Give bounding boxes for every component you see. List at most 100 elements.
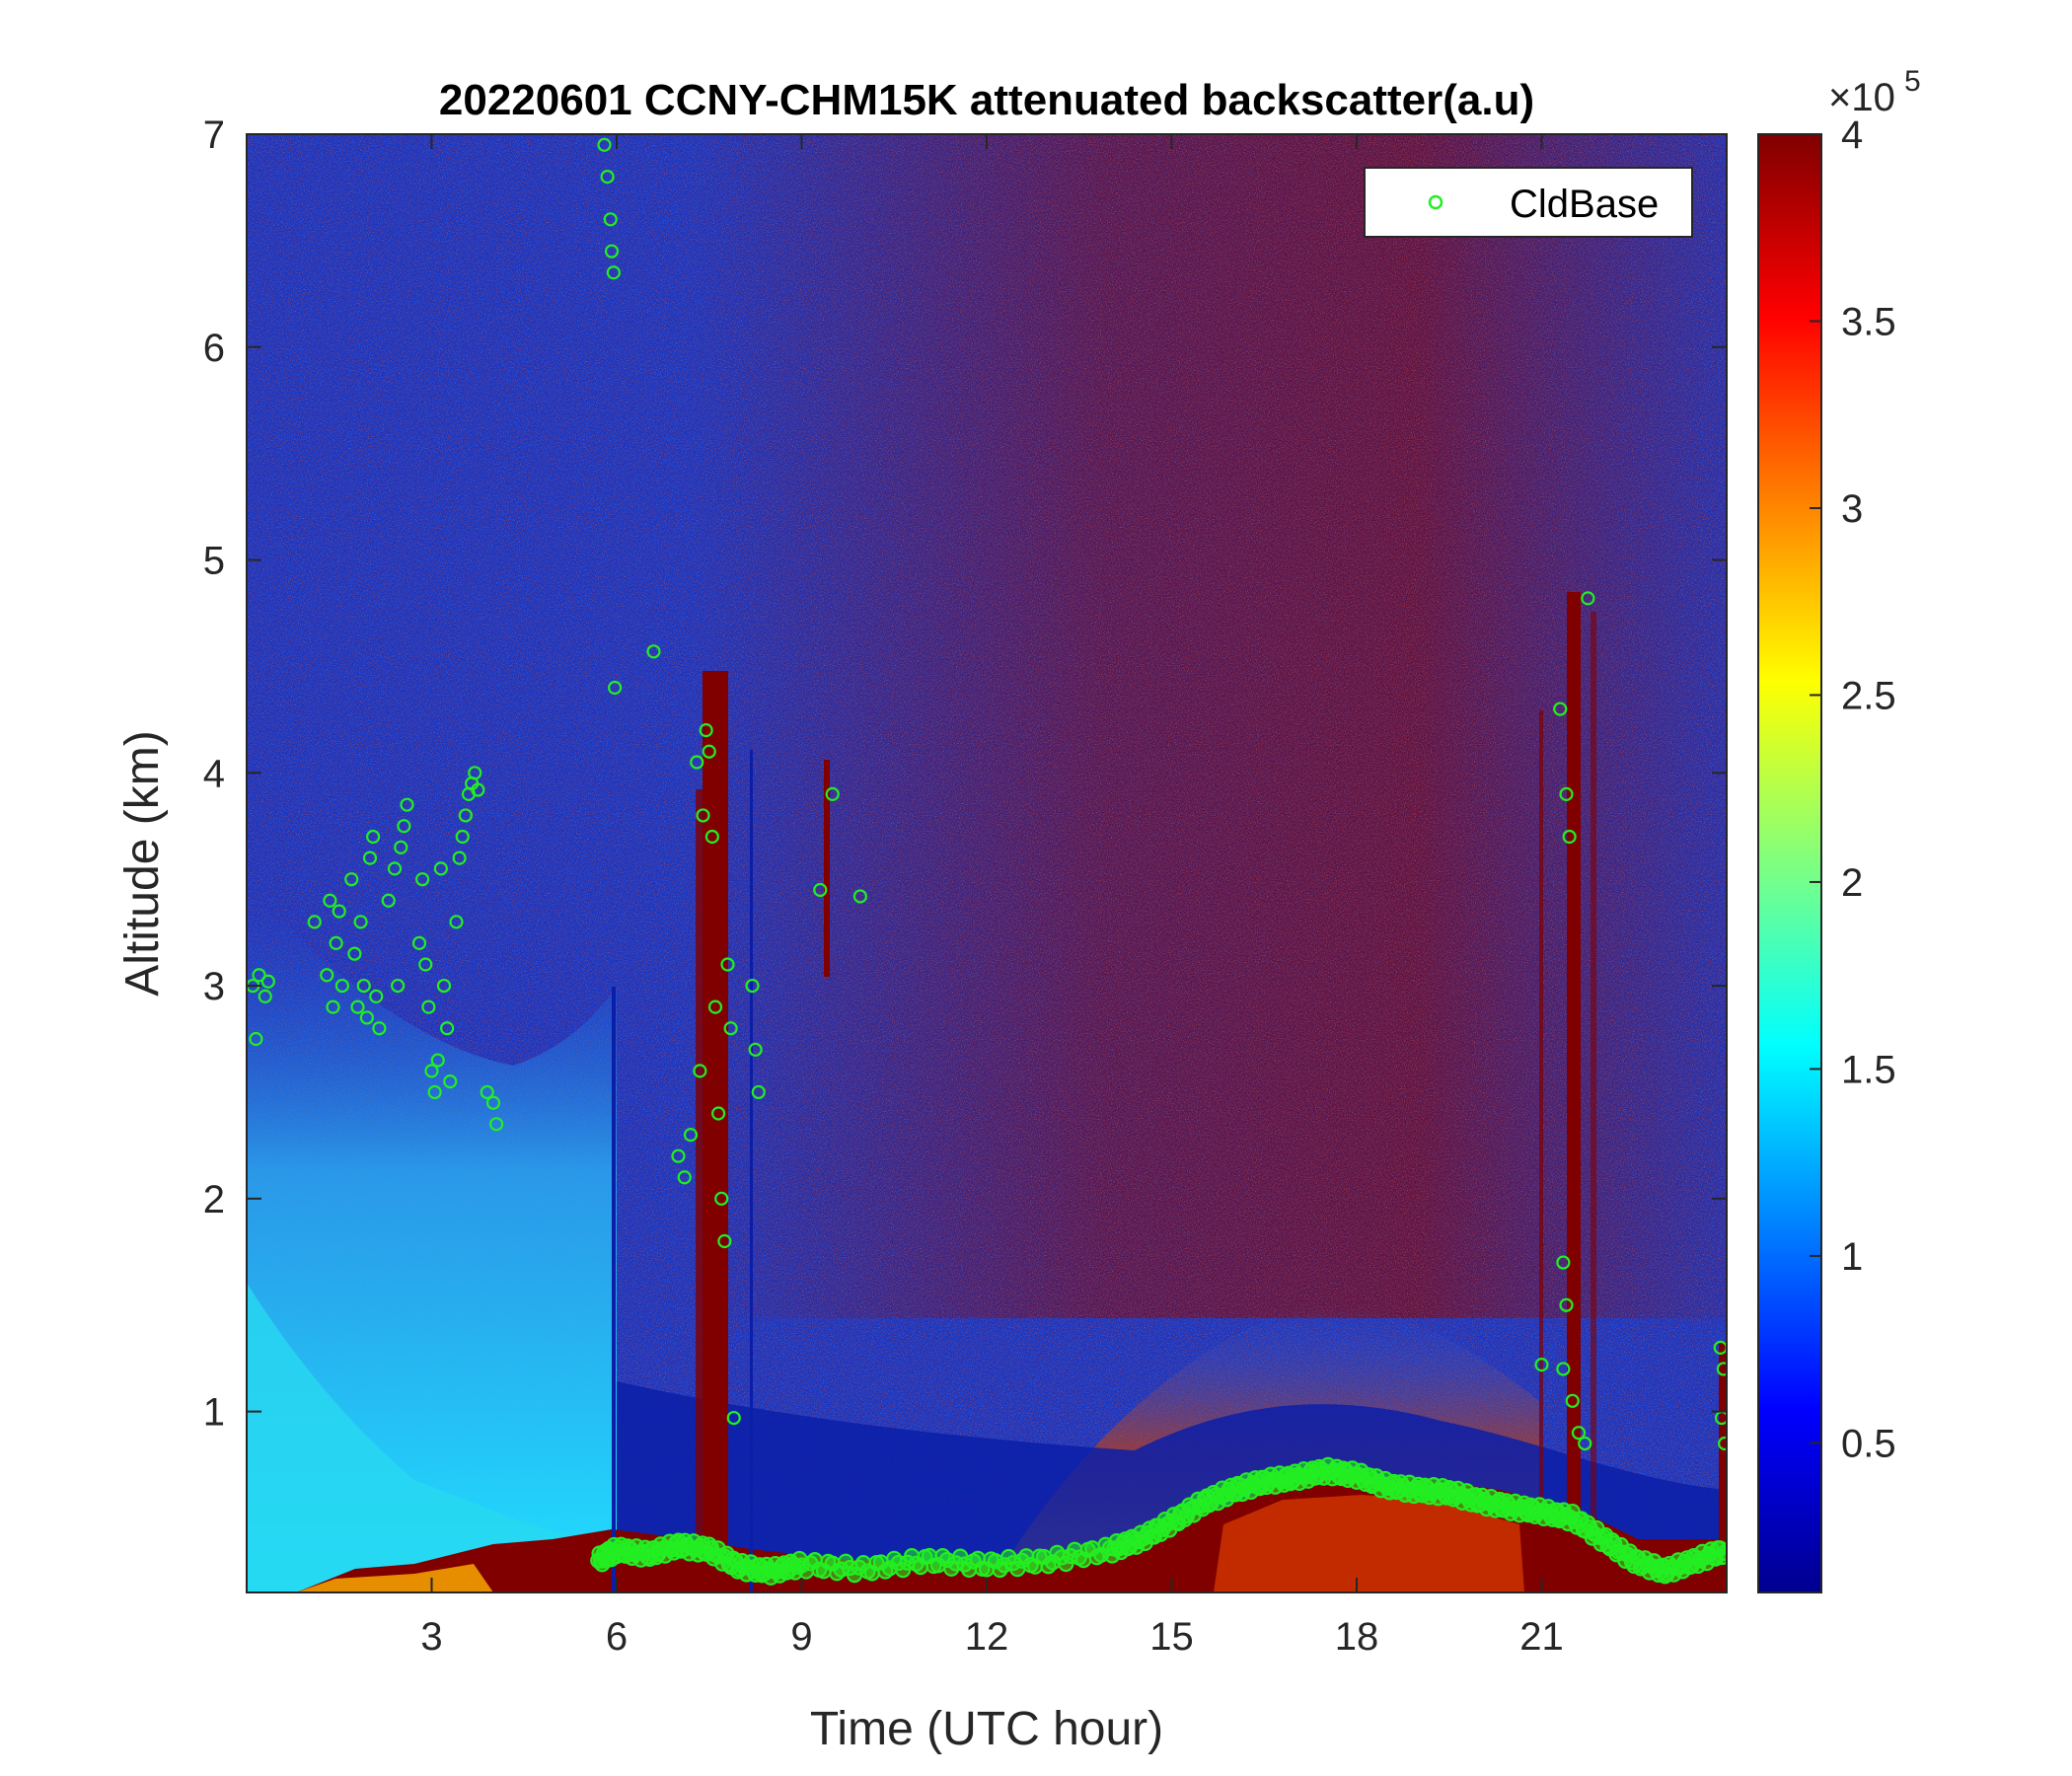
cldbase-point	[443, 1074, 458, 1089]
cldbase-point	[726, 1410, 741, 1426]
cldbase-point	[1716, 1362, 1727, 1376]
cldbase-point	[400, 797, 414, 812]
colorbar-tick-label: 2.5	[1841, 674, 1896, 717]
cldbase-point	[440, 1021, 455, 1036]
cldbase-point	[334, 978, 349, 994]
cldbase-point	[421, 999, 436, 1014]
cldbase-point	[471, 782, 485, 797]
cldbase-point	[690, 755, 704, 770]
colorbar-gradient	[1758, 134, 1821, 1592]
legend-entry-cldbase: CldBase	[1510, 183, 1659, 226]
cldbase-point	[391, 978, 406, 994]
cldbase-point	[745, 978, 760, 994]
colorbar-exponent-base: ×10	[1828, 76, 1895, 119]
cldbase-point	[458, 808, 473, 823]
cldbase-point	[320, 968, 334, 983]
colorbar-tick-label: 1.5	[1841, 1048, 1896, 1091]
cldbase-point	[608, 680, 623, 696]
cldbase-point	[714, 1191, 729, 1206]
cldbase-point	[699, 723, 713, 738]
cldbase-point	[1559, 1297, 1574, 1312]
cldbase-point	[1565, 1393, 1580, 1408]
cldbase-point	[430, 1053, 445, 1068]
colorbar-tick-label: 3	[1841, 487, 1863, 531]
y-tick-label: 7	[203, 113, 225, 157]
cldbase-point	[1716, 1544, 1727, 1562]
cldbase-point	[347, 946, 362, 961]
cldbase-point	[751, 1084, 766, 1100]
cldbase-markers	[247, 137, 1727, 1586]
cldbase-point	[436, 978, 452, 994]
legend: CldBase	[1364, 167, 1693, 238]
cldbase-point	[260, 974, 275, 989]
cldbase-point	[489, 1117, 504, 1132]
cldbase-point	[677, 1170, 692, 1185]
cldbase-point	[369, 989, 384, 1003]
y-tick-label: 2	[203, 1178, 225, 1221]
cldbase-point	[394, 840, 408, 854]
cldbase-point	[485, 1095, 501, 1110]
colorbar-tick-label: 0.5	[1841, 1422, 1896, 1465]
y-tick-label: 3	[203, 965, 225, 1008]
colorbar-frame	[1757, 133, 1822, 1593]
cldbase-point	[332, 904, 346, 919]
cldbase-point	[597, 137, 612, 152]
colorbar-tick-label: 3.5	[1841, 300, 1896, 343]
y-tick-label: 5	[203, 540, 225, 583]
y-tick-label: 6	[203, 327, 225, 370]
cldbase-point	[353, 915, 368, 929]
cldbase-point	[366, 829, 381, 845]
cldbase-point	[720, 957, 735, 972]
cldbase-point	[707, 999, 723, 1014]
y-tick-label: 4	[203, 752, 225, 795]
cldbase-point	[600, 170, 615, 185]
cldbase-point	[723, 1021, 738, 1036]
cldbase-point	[711, 1106, 726, 1121]
backscatter-heatmap	[247, 134, 1727, 1592]
cldbase-point	[252, 968, 266, 983]
colorbar-tick-label: 1	[1841, 1235, 1863, 1279]
x-axis-label: Time (UTC hour)	[810, 1703, 1163, 1755]
cldbase-point	[326, 999, 340, 1014]
x-axis: 3 6 9 12 15 18 21	[420, 134, 1564, 1659]
cldbase-point	[1556, 1362, 1571, 1376]
cldbase-point	[696, 808, 710, 823]
cldbase-point	[359, 1010, 374, 1025]
cldbase-point	[825, 786, 840, 801]
cldbase-point	[350, 999, 365, 1014]
cldbase-point	[433, 861, 448, 876]
cldbase-point	[307, 915, 322, 929]
cldbase-point	[702, 744, 716, 759]
cldbase-point	[329, 935, 343, 951]
cldbase-point	[693, 1064, 707, 1078]
cldbase-point	[468, 766, 482, 780]
cldbase-point	[249, 1031, 263, 1047]
x-tick-label: 12	[965, 1615, 1009, 1659]
colorbar-ticks: 0.5 1 1.5 2 2.5 3 3.5 4	[1810, 113, 1896, 1465]
cldbase-point	[455, 829, 470, 845]
y-axis-label: Altitude (km)	[116, 730, 169, 996]
cldbase-point	[1553, 702, 1568, 716]
x-tick-label: 18	[1335, 1615, 1379, 1659]
colorbar-tick-label: 2	[1841, 861, 1863, 905]
cldbase-point	[1718, 1436, 1727, 1451]
legend-box	[1364, 167, 1693, 238]
cldbase-point	[1534, 1358, 1549, 1372]
cldbase-point	[427, 1084, 442, 1100]
cldbase-point	[452, 851, 467, 865]
cldbase-point	[606, 265, 621, 280]
cldbase-point	[604, 244, 620, 259]
cldbase-point	[813, 882, 828, 898]
cldbase-point	[356, 978, 371, 994]
cldbase-point	[1581, 591, 1595, 606]
x-tick-label: 6	[606, 1615, 628, 1659]
cldbase-point	[424, 1064, 439, 1078]
y-axis: 1 2 3 4 5 6 7	[203, 113, 1727, 1435]
cldbase-point	[1578, 1436, 1592, 1451]
cldbase-point	[415, 872, 430, 887]
x-tick-label: 15	[1149, 1615, 1194, 1659]
chart-title: 20220601 CCNY-CHM15K attenuated backscat…	[439, 76, 1534, 124]
cldbase-point	[683, 1128, 699, 1143]
x-tick-label: 3	[420, 1615, 442, 1659]
